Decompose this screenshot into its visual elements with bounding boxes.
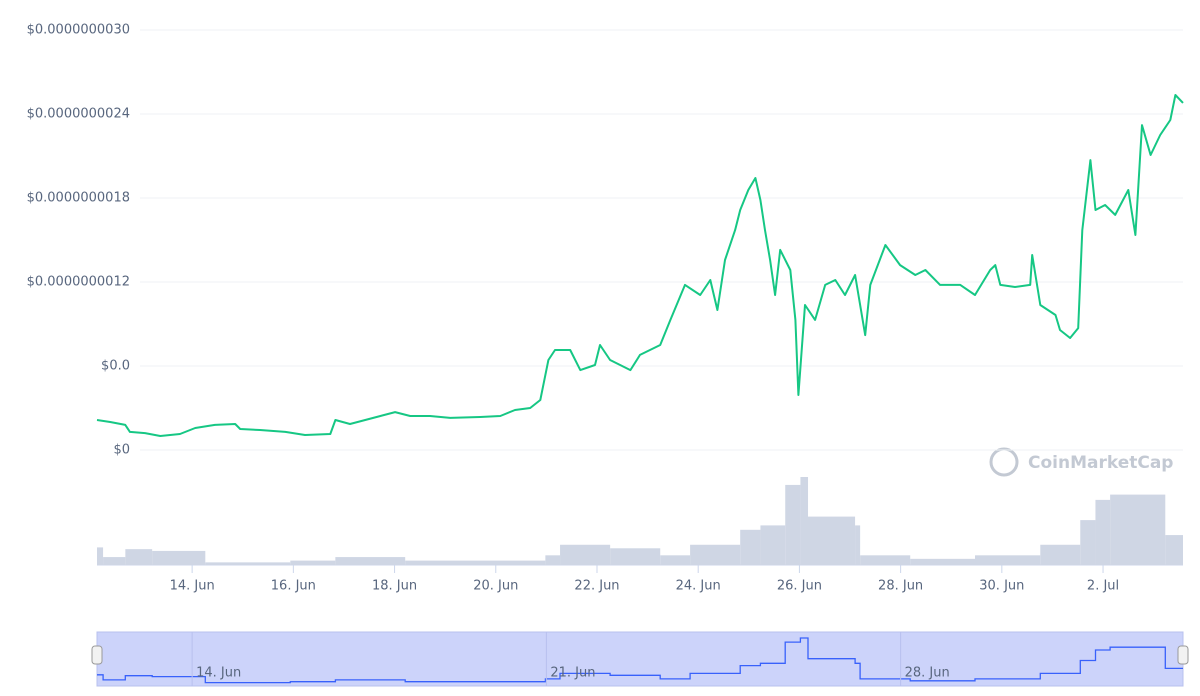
volume-bar	[800, 477, 809, 565]
navigator-line	[97, 637, 1183, 684]
x-tick-label: 26. Jun	[777, 579, 822, 594]
x-tick-label: 2. Jul	[1087, 579, 1119, 594]
y-tick-label: $0	[113, 443, 130, 458]
navigator-handle[interactable]	[1177, 645, 1189, 665]
volume-bar	[1095, 499, 1111, 565]
volume-bar	[560, 544, 611, 565]
watermark-text: CoinMarketCap	[1028, 453, 1173, 473]
volume-bar	[545, 555, 561, 565]
x-tick-label: 18. Jun	[372, 579, 417, 594]
volume-bar	[760, 525, 786, 565]
navigator-tick-label: 21. Jun	[550, 666, 595, 681]
volume-bar	[808, 516, 856, 565]
y-tick-label: $0.0000000012	[27, 275, 130, 290]
volume-bar	[1165, 535, 1183, 565]
volume-bar	[152, 550, 206, 565]
navigator-tick-label: 28. Jun	[905, 666, 950, 681]
volume-bar	[660, 555, 691, 565]
volume-bar	[610, 548, 661, 565]
watermark: CoinMarketCap	[989, 447, 1173, 477]
volume-bar	[740, 529, 761, 565]
x-tick-label: 22. Jun	[574, 579, 619, 594]
navigator-tick-label: 14. Jun	[196, 666, 241, 681]
volume-bar	[290, 560, 336, 565]
volume-bar	[975, 555, 1041, 565]
y-tick-label: $0.0000000024	[27, 107, 130, 122]
volume-bar	[103, 557, 126, 565]
x-tick-label: 28. Jun	[878, 579, 923, 594]
volume-bar	[860, 555, 911, 565]
x-tick-label: 16. Jun	[271, 579, 316, 594]
volume-bar	[97, 547, 104, 565]
x-tick-label: 14. Jun	[170, 579, 215, 594]
volume-bar	[405, 560, 546, 565]
y-tick-label: $0.0000000030	[27, 23, 130, 38]
volume-bar	[1080, 520, 1096, 565]
volume-bar	[910, 558, 976, 565]
watermark-logo	[989, 447, 1019, 477]
x-tick-label: 24. Jun	[676, 579, 721, 594]
volume-bar	[690, 544, 741, 565]
volume-bar	[855, 525, 861, 565]
price-line	[96, 94, 1184, 437]
volume-bar	[125, 549, 153, 565]
x-tick-label: 20. Jun	[473, 579, 518, 594]
y-tick-label: $0.0000000018	[27, 191, 130, 206]
volume-bar	[1040, 544, 1081, 565]
navigator-window[interactable]	[96, 631, 1184, 687]
x-tick-label: 30. Jun	[979, 579, 1024, 594]
y-tick-label: $0.0	[101, 359, 130, 374]
volume-bar	[205, 562, 291, 565]
volume-bar	[785, 484, 801, 565]
navigator-handle[interactable]	[91, 645, 103, 665]
volume-bar	[335, 557, 406, 565]
volume-bar	[1110, 494, 1166, 565]
